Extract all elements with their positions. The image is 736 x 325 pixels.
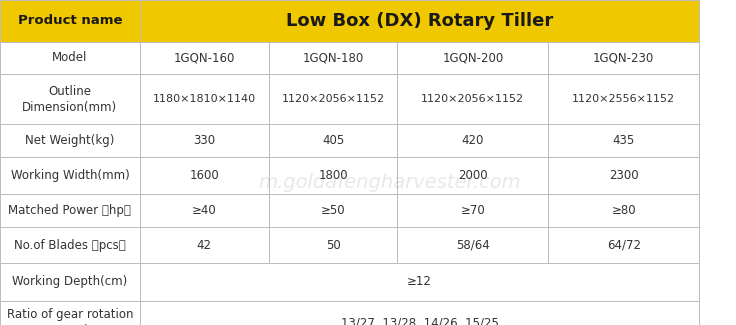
Bar	[397, 42, 548, 74]
Bar	[140, 263, 699, 301]
Bar	[548, 157, 699, 194]
Text: ≥12: ≥12	[407, 275, 432, 289]
Text: 50: 50	[325, 239, 341, 252]
Bar	[0, 42, 140, 74]
Bar	[397, 74, 548, 124]
Bar	[140, 227, 269, 263]
Text: 1180×1810×1140: 1180×1810×1140	[152, 94, 256, 104]
Text: 2300: 2300	[609, 169, 639, 182]
Bar	[397, 194, 548, 227]
Bar	[269, 42, 397, 74]
Text: 1GQN-230: 1GQN-230	[593, 51, 654, 64]
Bar	[397, 157, 548, 194]
Text: Model: Model	[52, 51, 88, 64]
Text: 405: 405	[322, 134, 344, 147]
Bar	[140, 74, 269, 124]
Bar	[0, 227, 140, 263]
Text: 1GQN-160: 1GQN-160	[174, 51, 235, 64]
Text: 1GQN-200: 1GQN-200	[442, 51, 503, 64]
Text: Working Width(mm): Working Width(mm)	[10, 169, 130, 182]
Bar	[548, 74, 699, 124]
Bar	[397, 124, 548, 157]
Text: 2000: 2000	[458, 169, 488, 182]
Text: Net Weight(kg): Net Weight(kg)	[25, 134, 115, 147]
Text: Matched Power （hp）: Matched Power （hp）	[9, 204, 131, 217]
Bar	[548, 227, 699, 263]
Text: ≥40: ≥40	[192, 204, 216, 217]
Bar	[0, 263, 140, 301]
Bar	[269, 124, 397, 157]
Bar	[0, 74, 140, 124]
Bar	[140, 157, 269, 194]
Text: 435: 435	[612, 134, 635, 147]
Bar	[269, 194, 397, 227]
Bar	[0, 194, 140, 227]
Text: No.of Blades （pcs）: No.of Blades （pcs）	[14, 239, 126, 252]
Text: 1800: 1800	[318, 169, 348, 182]
Bar	[140, 42, 269, 74]
Text: ≥70: ≥70	[461, 204, 485, 217]
Text: 1120×2056×1152: 1120×2056×1152	[421, 94, 525, 104]
Text: 1GQN-180: 1GQN-180	[302, 51, 364, 64]
Text: Low Box (DX) Rotary Tiller: Low Box (DX) Rotary Tiller	[286, 12, 553, 30]
Bar	[0, 157, 140, 194]
Text: 330: 330	[193, 134, 216, 147]
Text: 1600: 1600	[189, 169, 219, 182]
Bar	[0, 0, 140, 42]
Text: 13/27  13/28  14/26  15/25: 13/27 13/28 14/26 15/25	[341, 316, 498, 325]
Bar	[269, 74, 397, 124]
Bar	[140, 194, 269, 227]
Text: 420: 420	[461, 134, 484, 147]
Text: Outline
Dimension(mm): Outline Dimension(mm)	[22, 85, 118, 114]
Bar	[269, 227, 397, 263]
Bar	[140, 124, 269, 157]
Bar	[269, 157, 397, 194]
Text: Ratio of gear rotation
speed: Ratio of gear rotation speed	[7, 308, 133, 325]
Text: 42: 42	[197, 239, 212, 252]
Bar	[140, 301, 699, 325]
Text: m.goldafengharvester.com: m.goldafengharvester.com	[259, 173, 521, 191]
Text: 1120×2556×1152: 1120×2556×1152	[572, 94, 676, 104]
Bar	[548, 42, 699, 74]
Bar	[548, 124, 699, 157]
Text: Product name: Product name	[18, 14, 122, 27]
Bar	[397, 227, 548, 263]
Bar	[140, 0, 699, 42]
Bar	[0, 124, 140, 157]
Text: 58/64: 58/64	[456, 239, 489, 252]
Text: ≥80: ≥80	[612, 204, 636, 217]
Text: ≥50: ≥50	[321, 204, 345, 217]
Text: 1120×2056×1152: 1120×2056×1152	[281, 94, 385, 104]
Text: 64/72: 64/72	[606, 239, 641, 252]
Bar	[0, 301, 140, 325]
Text: Working Depth(cm): Working Depth(cm)	[13, 275, 127, 289]
Bar	[548, 194, 699, 227]
